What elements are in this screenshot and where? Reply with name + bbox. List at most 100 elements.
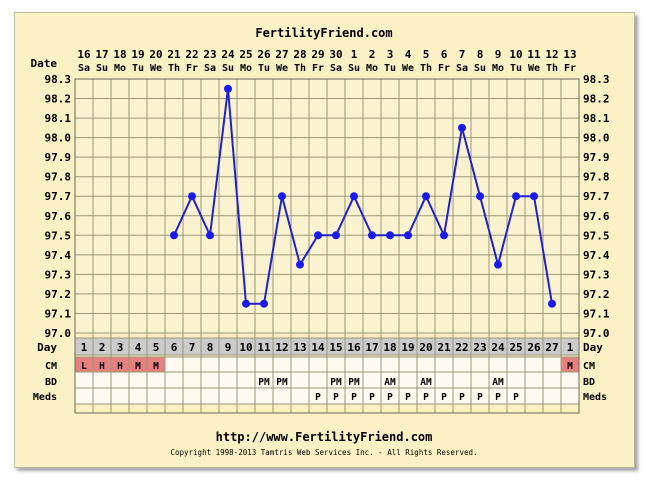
date-label: 3 [387, 48, 394, 61]
temp-line-segment [533, 196, 553, 304]
temp-point [314, 231, 322, 240]
cycle-day-label: 7 [189, 341, 196, 354]
weekday-label: Tu [132, 63, 144, 74]
bd-value: AM [492, 377, 504, 388]
temp-point [296, 260, 304, 269]
cycle-day-label: 1 [81, 341, 88, 354]
bd-value: AM [420, 377, 432, 388]
cycle-day-label: 26 [527, 341, 541, 354]
cycle-day-label: 1 [567, 341, 574, 354]
meds-cell [290, 387, 310, 405]
date-label: 24 [221, 48, 235, 61]
temp-point [440, 231, 448, 240]
bd-cell [308, 371, 328, 389]
temp-point [476, 192, 484, 201]
bd-cell [218, 371, 238, 389]
date-label: 8 [477, 48, 484, 61]
temp-point [278, 192, 286, 201]
bd-value: PM [330, 377, 342, 388]
meds-value: P [423, 392, 429, 403]
cm-cell [362, 356, 382, 373]
date-label: 13 [563, 48, 576, 61]
date-label: 5 [423, 48, 430, 61]
cm-cell [398, 356, 418, 373]
temp-line-segment [407, 195, 427, 236]
weekday-label: Tu [384, 63, 396, 74]
temp-point [188, 192, 196, 201]
cm-value: H [99, 361, 105, 372]
cm-cell [290, 356, 310, 373]
y-tick-label-right: 97.9 [583, 151, 610, 164]
weekday-label: Mo [240, 63, 252, 74]
weekday-label: Mo [114, 63, 126, 74]
temp-point [242, 299, 250, 308]
weekday-label: Su [222, 63, 234, 74]
footer-copyright: Copyright 1998-2013 Tamtris Web Services… [170, 448, 477, 457]
bd-cell [506, 371, 526, 389]
cm-cell [164, 356, 184, 373]
cycle-day-label: 18 [383, 341, 396, 354]
bd-cell [362, 371, 382, 389]
weekday-label: We [402, 63, 414, 74]
cycle-day-label: 17 [365, 341, 378, 354]
y-tick-label-right: 97.2 [583, 288, 610, 301]
bd-cell [452, 371, 472, 389]
date-label: 6 [441, 48, 448, 61]
date-label: 20 [149, 48, 162, 61]
weekday-label: Tu [258, 63, 270, 74]
y-tick-label-right: 98.2 [583, 93, 610, 106]
date-label: 26 [257, 48, 271, 61]
temp-line-segment [299, 234, 319, 266]
cm-cell [524, 356, 544, 373]
meds-cell [272, 387, 292, 405]
day-row-label-right: Day [583, 341, 603, 354]
cm-cell [218, 356, 238, 373]
date-label: 30 [329, 48, 342, 61]
bd-value: AM [384, 377, 396, 388]
date-label: 10 [509, 48, 522, 61]
y-tick-label-left: 97.2 [45, 288, 72, 301]
temp-line-segment [173, 195, 193, 236]
bd-cell [434, 371, 454, 389]
temp-line-segment [353, 195, 373, 236]
temp-line-segment [497, 195, 517, 265]
weekday-label: We [528, 63, 540, 74]
bd-cell [128, 371, 148, 389]
date-label: 9 [495, 48, 502, 61]
cm-value: L [81, 361, 87, 372]
day-row-label-left: Day [37, 341, 57, 354]
cm-value: H [117, 361, 123, 372]
temp-point [422, 192, 430, 201]
temp-point [206, 231, 214, 240]
weekday-label: We [276, 63, 288, 74]
cycle-day-label: 6 [171, 341, 178, 354]
cycle-day-label: 3 [117, 341, 124, 354]
cycle-day-label: 19 [401, 341, 414, 354]
date-label: 2 [369, 48, 376, 61]
y-tick-label-left: 97.9 [45, 151, 72, 164]
y-tick-label-right: 97.4 [583, 249, 610, 262]
weekday-label: Fr [564, 63, 576, 74]
temp-point [368, 231, 376, 240]
cycle-day-label: 9 [225, 341, 232, 354]
bd-cell [182, 371, 202, 389]
weekday-label: Th [546, 63, 558, 74]
date-label: 12 [545, 48, 558, 61]
cycle-day-label: 4 [135, 341, 142, 354]
bd-cell [110, 371, 130, 389]
cm-cell [416, 356, 436, 373]
cm-cell [236, 356, 256, 373]
cycle-day-label: 8 [207, 341, 214, 354]
meds-value: P [459, 392, 465, 403]
temp-line-segment [263, 196, 283, 304]
weekday-label: Su [96, 63, 108, 74]
temp-line-segment [227, 88, 247, 304]
site-title: FertilityFriend.com [255, 26, 392, 40]
y-tick-label-right: 97.1 [583, 307, 610, 320]
date-label: 22 [185, 48, 198, 61]
y-tick-label-left: 97.4 [45, 249, 72, 262]
temp-line-segment [443, 127, 463, 236]
meds-cell [200, 387, 220, 405]
cm-row-label-left: CM [45, 361, 57, 372]
cycle-day-label: 2 [99, 341, 106, 354]
